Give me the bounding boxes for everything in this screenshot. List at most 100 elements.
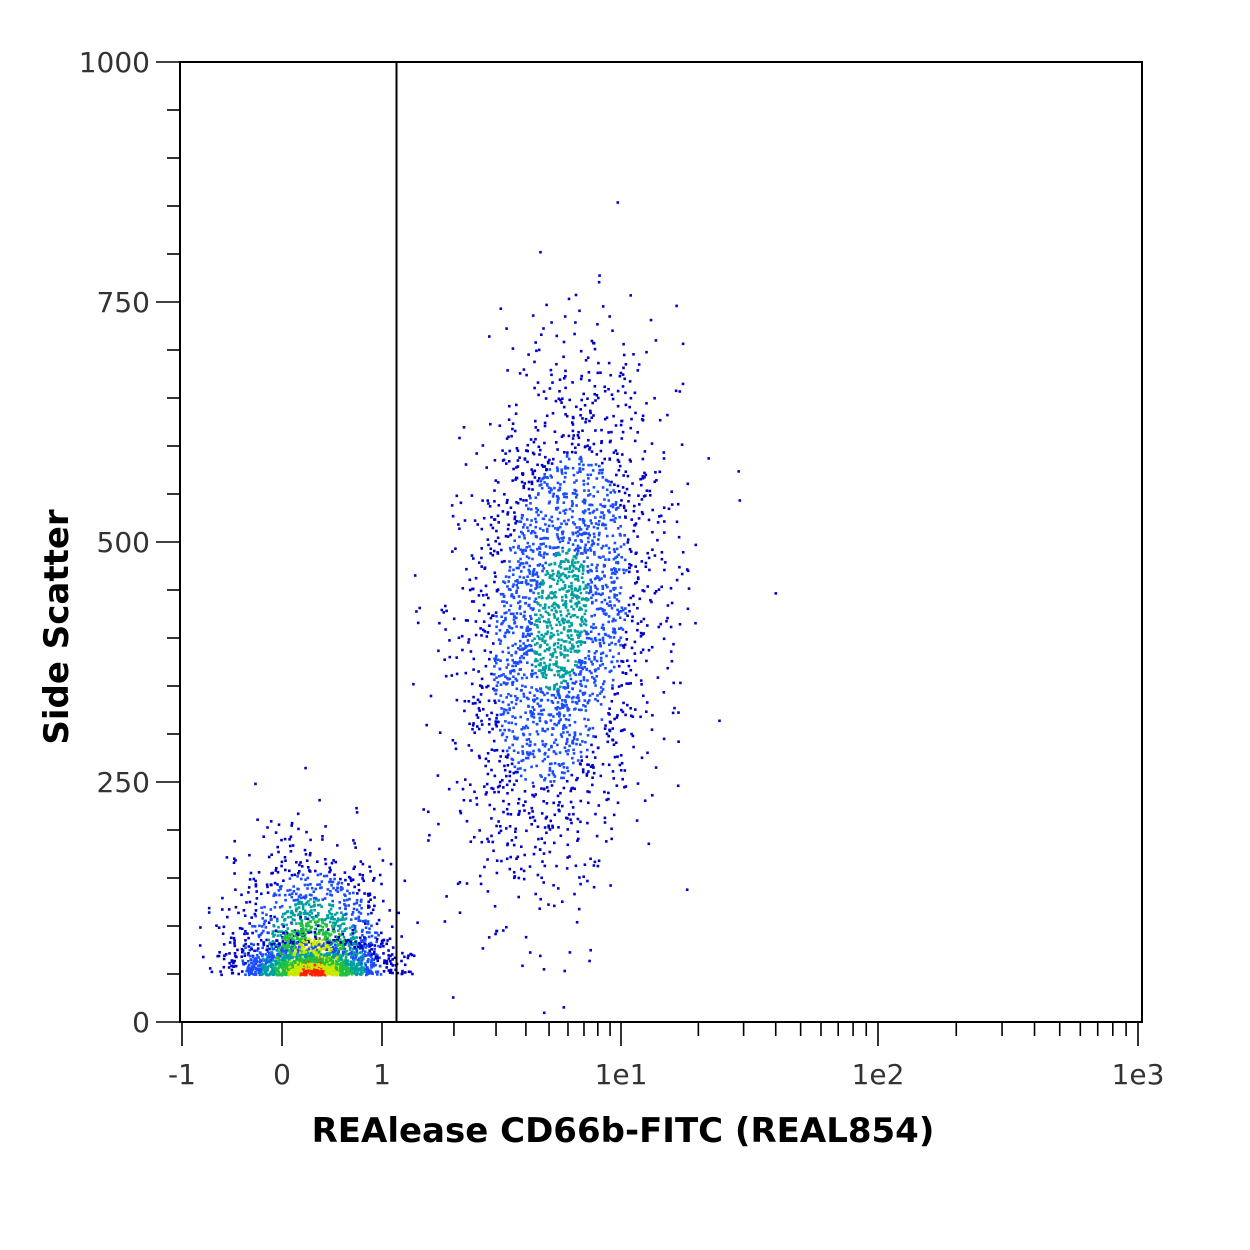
scatter-point: [531, 815, 535, 819]
scatter-point: [224, 953, 228, 956]
scatter-point: [548, 687, 551, 691]
scatter-point: [597, 523, 600, 526]
scatter-point: [633, 640, 637, 644]
scatter-point: [574, 446, 577, 450]
scatter-point: [315, 972, 318, 976]
scatter-point: [567, 629, 570, 632]
scatter-point: [542, 606, 545, 610]
scatter-point: [558, 511, 562, 514]
scatter-point: [658, 470, 662, 474]
scatter-point: [493, 749, 496, 752]
scatter-point: [579, 349, 583, 353]
scatter-point: [522, 692, 525, 696]
scatter-point: [531, 669, 534, 672]
scatter-point: [593, 392, 596, 396]
scatter-point: [578, 585, 582, 588]
scatter-point: [326, 946, 330, 949]
scatter-point: [550, 488, 553, 492]
scatter-point: [542, 787, 546, 791]
scatter-point: [344, 971, 348, 974]
scatter-point: [591, 776, 594, 779]
scatter-point: [351, 947, 355, 951]
scatter-point: [273, 881, 277, 885]
scatter-point: [555, 664, 558, 667]
scatter-point: [253, 957, 256, 961]
scatter-point: [292, 969, 295, 972]
scatter-point: [508, 609, 511, 612]
scatter-point: [502, 580, 505, 583]
scatter-point: [624, 391, 627, 395]
scatter-point: [601, 476, 605, 479]
scatter-point: [587, 532, 590, 535]
scatter-point: [508, 677, 512, 681]
scatter-point: [639, 715, 642, 719]
scatter-point: [498, 629, 502, 632]
scatter-point: [267, 921, 271, 924]
scatter-point: [505, 857, 509, 861]
scatter-point: [348, 892, 351, 895]
scatter-point: [564, 465, 567, 468]
scatter-point: [508, 560, 511, 563]
scatter-point: [576, 738, 579, 741]
scatter-point: [589, 589, 592, 593]
scatter-point: [573, 682, 577, 685]
scatter-point: [493, 905, 497, 908]
scatter-point: [579, 455, 582, 459]
scatter-point: [605, 544, 608, 547]
scatter-point: [516, 459, 520, 462]
scatter-point: [353, 885, 356, 889]
scatter-point: [316, 924, 320, 928]
scatter-point: [305, 938, 308, 942]
scatter-point: [579, 528, 583, 531]
scatter-point: [589, 473, 593, 477]
scatter-point: [418, 606, 421, 610]
scatter-point: [576, 434, 580, 437]
scatter-point: [571, 739, 574, 743]
scatter-point: [293, 918, 296, 922]
scatter-point: [338, 943, 342, 947]
scatter-point: [531, 711, 534, 714]
scatter-point: [531, 314, 535, 317]
scatter-point: [572, 695, 575, 699]
scatter-point: [510, 839, 514, 842]
scatter-point: [541, 739, 544, 743]
scatter-point: [651, 714, 654, 717]
scatter-point: [493, 659, 497, 662]
scatter-point: [479, 684, 482, 687]
scatter-point: [550, 476, 553, 479]
scatter-point: [584, 623, 588, 627]
scatter-point: [254, 971, 257, 974]
scatter-point: [555, 508, 558, 511]
scatter-point: [292, 943, 296, 946]
scatter-point: [335, 946, 338, 950]
scatter-point: [553, 642, 557, 645]
scatter-point: [541, 569, 544, 573]
scatter-point: [377, 944, 380, 948]
scatter-point: [353, 925, 357, 928]
scatter-point: [310, 886, 314, 890]
scatter-point: [548, 646, 551, 649]
scatter-point: [499, 694, 503, 697]
scatter-point: [368, 949, 371, 952]
scatter-point: [291, 844, 295, 847]
scatter-point: [579, 673, 582, 676]
scatter-point: [553, 775, 557, 778]
scatter-point: [271, 930, 275, 933]
scatter-point: [319, 924, 323, 928]
scatter-point: [508, 774, 512, 778]
scatter-point: [481, 947, 485, 950]
scatter-point: [543, 864, 547, 868]
scatter-point: [273, 906, 277, 909]
scatter-point: [586, 525, 590, 528]
scatter-point: [539, 954, 542, 958]
scatter-point: [308, 964, 311, 967]
scatter-point: [352, 962, 356, 965]
scatter-point: [286, 970, 289, 974]
scatter-point: [525, 653, 529, 656]
scatter-point: [615, 716, 619, 719]
scatter-point: [310, 909, 313, 912]
scatter-point: [592, 495, 595, 498]
scatter-point: [552, 715, 555, 718]
scatter-point: [248, 948, 252, 952]
scatter-point: [542, 327, 545, 330]
